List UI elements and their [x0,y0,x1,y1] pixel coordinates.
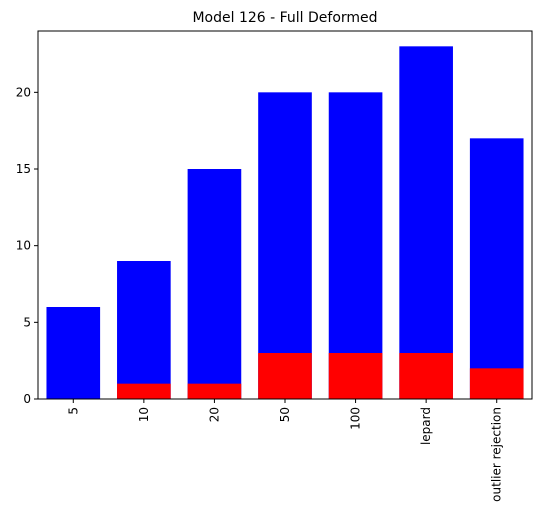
y-axis: 0 5 10 15 20 [16,85,38,406]
y-tick-label: 0 [23,392,31,406]
x-tick-label: 10 [137,407,151,422]
y-tick-label: 15 [16,162,31,176]
bar-series-2-10 [117,383,171,399]
bar-series-1-20 [187,169,242,399]
bar-series-1-100 [328,92,383,399]
x-tick-label: 5 [66,407,80,415]
x-axis: 5 10 20 50 100 lepard outlier rejection [66,399,504,502]
bar-series-2-lepard [399,353,453,399]
y-tick-label: 10 [16,239,31,253]
chart-title: Model 126 - Full Deformed [192,10,377,26]
y-tick-label: 20 [16,85,31,99]
bar-series-1-50 [258,92,312,399]
x-tick-label: lepard [419,407,433,445]
bar-series-2-20 [187,383,242,399]
bar-series-2-outlier-rejection [469,368,524,399]
bar-series-1-lepard [399,46,453,399]
bar-series-1-outlier-rejection [469,138,524,400]
bar-series-2-50 [258,353,312,399]
bar-series-2-100 [328,353,383,399]
x-tick-label: 50 [278,407,292,422]
bar-series-1-10 [117,261,171,399]
bars-group [46,46,524,400]
y-tick-label: 5 [23,315,31,329]
x-tick-label: 100 [349,407,363,430]
x-tick-label: 20 [207,407,221,422]
x-tick-label: outlier rejection [490,407,504,502]
bar-series-1-5 [46,307,101,399]
